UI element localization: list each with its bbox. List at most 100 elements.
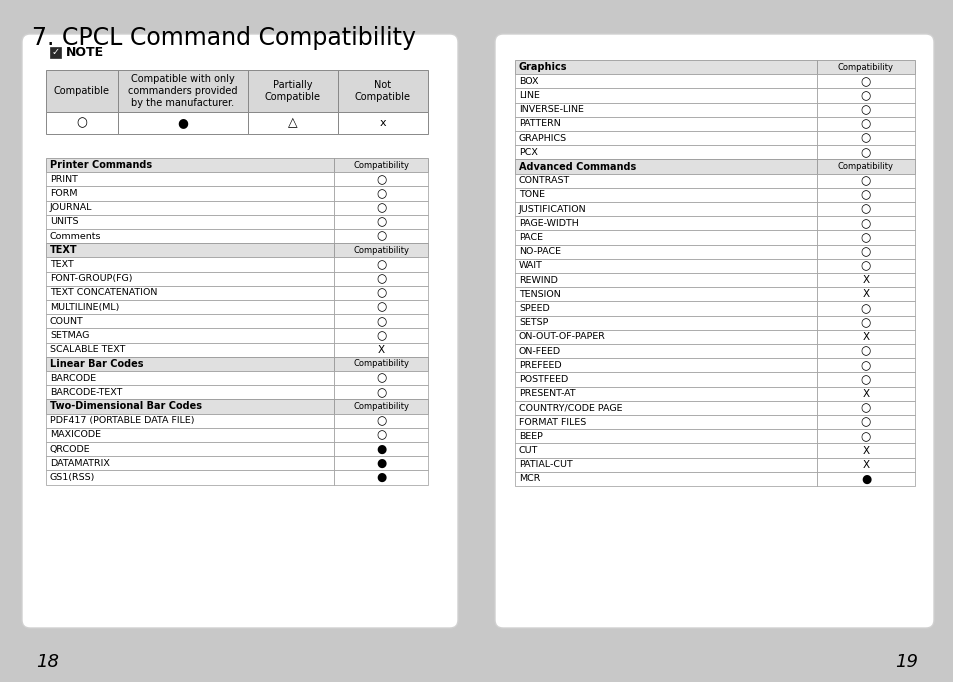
Text: 7. CPCL Command Compatibility: 7. CPCL Command Compatibility [32, 26, 416, 50]
Text: ○: ○ [860, 344, 870, 357]
Text: ○: ○ [860, 203, 870, 216]
Text: COUNTRY/CODE PAGE: COUNTRY/CODE PAGE [518, 403, 622, 413]
Bar [335, 257, 428, 271]
Bar [46, 286, 335, 300]
Bar [816, 160, 914, 174]
Text: ●: ● [375, 471, 386, 484]
Bar [816, 188, 914, 202]
Text: ○: ○ [375, 315, 386, 328]
Bar [515, 202, 816, 216]
Bar [816, 443, 914, 458]
Bar [515, 330, 816, 344]
Bar [515, 358, 816, 372]
Text: ○: ○ [375, 301, 386, 314]
Text: FORM: FORM [50, 189, 77, 198]
Text: 18: 18 [36, 653, 59, 671]
Text: ○: ○ [860, 259, 870, 272]
Text: INVERSE-LINE: INVERSE-LINE [518, 105, 583, 114]
Text: X: X [377, 344, 384, 355]
Text: Compatible with only
commanders provided
by the manufacturer.: Compatible with only commanders provided… [128, 74, 237, 108]
Bar [515, 231, 816, 245]
Bar [46, 371, 335, 385]
Text: SETMAG: SETMAG [50, 331, 90, 340]
Bar [335, 400, 428, 413]
Bar [816, 216, 914, 231]
Text: ○: ○ [860, 174, 870, 187]
Text: Compatibility: Compatibility [837, 162, 893, 171]
Text: ●: ● [177, 117, 189, 130]
Bar [515, 443, 816, 458]
Bar [816, 387, 914, 401]
Bar [46, 342, 335, 357]
Bar [816, 358, 914, 372]
Bar [335, 428, 428, 442]
Bar [816, 202, 914, 216]
Text: ○: ○ [860, 302, 870, 315]
Text: ○: ○ [375, 414, 386, 427]
Text: ○: ○ [860, 103, 870, 116]
Text: PRINT: PRINT [50, 175, 78, 184]
Text: UNITS: UNITS [50, 218, 78, 226]
Bar [46, 400, 335, 413]
Bar [50, 47, 61, 58]
Bar [515, 429, 816, 443]
Bar [816, 74, 914, 89]
Text: X: X [862, 445, 868, 456]
Bar [46, 329, 335, 342]
Bar [335, 371, 428, 385]
Text: BEEP: BEEP [518, 432, 542, 441]
Bar [816, 401, 914, 415]
Text: ○: ○ [375, 216, 386, 228]
Bar [46, 471, 335, 485]
Bar [46, 70, 118, 112]
Bar [816, 258, 914, 273]
Text: Partially
Compatible: Partially Compatible [265, 80, 320, 102]
Bar [335, 342, 428, 357]
Bar [515, 401, 816, 415]
Bar [335, 385, 428, 400]
Bar [515, 245, 816, 258]
Bar [335, 413, 428, 428]
Text: TONE: TONE [518, 190, 544, 199]
Text: X: X [862, 289, 868, 299]
Text: X: X [862, 460, 868, 470]
Text: Compatibility: Compatibility [837, 63, 893, 72]
Bar [118, 112, 248, 134]
Bar [816, 273, 914, 287]
Text: ○: ○ [860, 373, 870, 386]
Text: Two-Dimensional Bar Codes: Two-Dimensional Bar Codes [50, 402, 202, 411]
Text: Compatibility: Compatibility [353, 402, 409, 411]
Bar [46, 413, 335, 428]
Text: FORMAT FILES: FORMAT FILES [518, 417, 586, 427]
Bar [515, 472, 816, 486]
Text: ○: ○ [860, 217, 870, 230]
Text: ○: ○ [375, 272, 386, 285]
Text: CUT: CUT [518, 446, 537, 455]
Text: ○: ○ [860, 402, 870, 415]
Bar [816, 145, 914, 160]
Text: ON-OUT-OF-PAPER: ON-OUT-OF-PAPER [518, 332, 605, 342]
Text: BARCODE-TEXT: BARCODE-TEXT [50, 388, 122, 397]
Text: ○: ○ [860, 316, 870, 329]
Text: BARCODE: BARCODE [50, 374, 96, 383]
Text: JUSTIFICATION: JUSTIFICATION [518, 205, 586, 213]
Bar [515, 258, 816, 273]
Text: PAGE-WIDTH: PAGE-WIDTH [518, 219, 578, 228]
Text: Comments: Comments [50, 232, 101, 241]
Text: QRCODE: QRCODE [50, 445, 91, 454]
Text: ●: ● [375, 443, 386, 456]
Text: TEXT: TEXT [50, 260, 73, 269]
Text: JOURNAL: JOURNAL [50, 203, 92, 212]
Text: Linear Bar Codes: Linear Bar Codes [50, 359, 143, 369]
Text: ●: ● [860, 473, 870, 486]
Text: REWIND: REWIND [518, 276, 558, 284]
Bar [46, 243, 335, 257]
Bar [816, 458, 914, 472]
Text: GRAPHICS: GRAPHICS [518, 134, 566, 143]
Bar [515, 160, 816, 174]
Bar [515, 287, 816, 301]
Bar [515, 301, 816, 316]
Bar [46, 186, 335, 201]
Text: Advanced Commands: Advanced Commands [518, 162, 636, 171]
Bar [46, 257, 335, 271]
